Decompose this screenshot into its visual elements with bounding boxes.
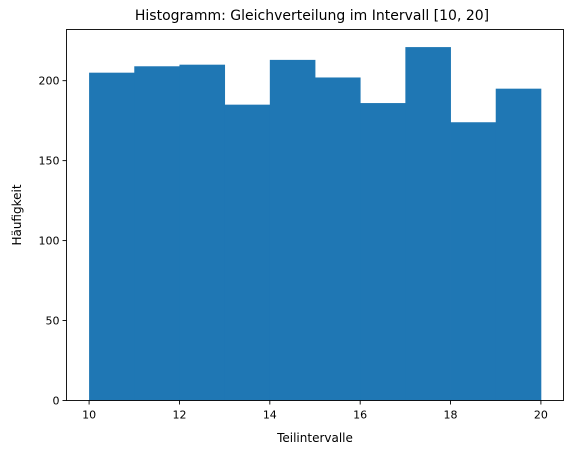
histogram-bar (315, 77, 361, 401)
y-tick-label: 0 (53, 395, 60, 408)
y-tick-label: 200 (39, 75, 60, 88)
histogram-bar (269, 59, 316, 401)
plot-frame (66, 29, 564, 401)
histogram-bar (89, 72, 135, 401)
histogram-bar (179, 64, 226, 401)
x-tick-label: 10 (82, 409, 96, 422)
bars-group (89, 47, 542, 401)
x-axis-label: Teilintervalle (276, 431, 353, 445)
y-tick-label: 150 (39, 155, 60, 168)
histogram-bar (134, 66, 180, 401)
histogram-bar (360, 103, 406, 401)
chart-title: Histogramm: Gleichverteilung im Interval… (135, 8, 489, 24)
x-tick-label: 14 (263, 409, 277, 422)
x-axis-ticks: 10 12 14 16 18 20 (82, 400, 548, 422)
x-tick-label: 18 (444, 409, 458, 422)
histogram-bar (405, 47, 451, 401)
x-tick-label: 12 (172, 409, 186, 422)
x-tick-label: 16 (353, 409, 367, 422)
y-axis-ticks: 0 50 100 150 200 (39, 75, 67, 408)
histogram-bar (450, 122, 497, 401)
y-tick-label: 100 (39, 235, 60, 248)
histogram-bar (495, 88, 542, 401)
histogram-bar (224, 104, 271, 401)
y-axis-label: Häufigkeit (10, 184, 24, 245)
x-tick-label: 20 (534, 409, 548, 422)
y-tick-label: 50 (46, 315, 60, 328)
